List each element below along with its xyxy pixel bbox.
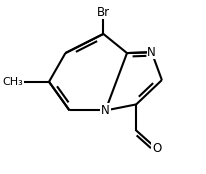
Text: CH₃: CH₃ (3, 77, 23, 87)
Text: Br: Br (97, 6, 110, 19)
Text: O: O (152, 142, 161, 155)
Text: N: N (147, 46, 156, 59)
Text: N: N (101, 104, 110, 117)
